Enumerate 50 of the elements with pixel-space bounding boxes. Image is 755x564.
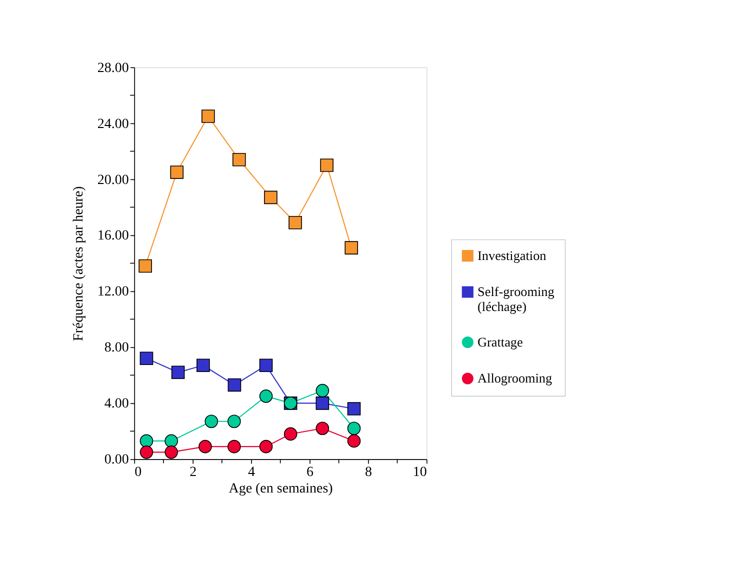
- y-tick-label: 12.00: [97, 284, 129, 300]
- point: [316, 384, 330, 398]
- point: [140, 434, 154, 448]
- point: [284, 427, 298, 441]
- legend-label: Investigation: [478, 248, 547, 263]
- point: [140, 446, 154, 459]
- y-axis-title: Fréquence (actes par heure): [72, 186, 87, 342]
- point: [316, 422, 330, 436]
- point: [138, 259, 152, 273]
- point: [140, 352, 154, 366]
- point: [264, 190, 278, 204]
- x-tick-label: 10: [412, 465, 427, 480]
- point: [344, 241, 358, 254]
- x-tick-label: 4: [248, 465, 256, 480]
- point: [201, 110, 215, 123]
- y-tick-label: 4.00: [104, 396, 129, 412]
- point: [198, 440, 212, 454]
- y-tick-label: 24.00: [97, 116, 129, 132]
- point: [316, 396, 330, 410]
- point: [164, 446, 178, 459]
- y-tick-label: 28.00: [97, 60, 129, 76]
- point: [320, 158, 334, 172]
- point: [170, 166, 184, 179]
- point: [228, 378, 242, 392]
- point: [347, 434, 361, 448]
- point: [196, 358, 210, 372]
- point: [228, 440, 241, 454]
- point: [171, 366, 185, 380]
- y-tick-label: 20.00: [97, 172, 129, 188]
- point: [259, 390, 273, 403]
- point: [288, 216, 302, 230]
- point: [228, 414, 241, 428]
- y-tick-label: 8.00: [104, 340, 129, 356]
- legend-label: Self-grooming (léchage): [478, 284, 555, 314]
- point: [259, 358, 273, 372]
- y-tick-label: 0.00: [104, 452, 129, 468]
- x-tick-label: 2: [190, 465, 197, 480]
- legend-label: Allogrooming: [478, 370, 553, 386]
- point: [232, 152, 246, 166]
- x-tick-label: 0: [134, 465, 142, 480]
- point: [164, 434, 178, 448]
- y-tick-label: 16.00: [97, 228, 129, 244]
- x-axis-title: Age (en semaines): [228, 482, 334, 497]
- legend-label: Grattage: [478, 334, 523, 350]
- point: [347, 422, 361, 436]
- x-tick-label: 8: [364, 465, 372, 480]
- point: [347, 402, 361, 416]
- point: [204, 414, 218, 428]
- point: [259, 440, 273, 454]
- x-tick-label: 6: [306, 465, 314, 480]
